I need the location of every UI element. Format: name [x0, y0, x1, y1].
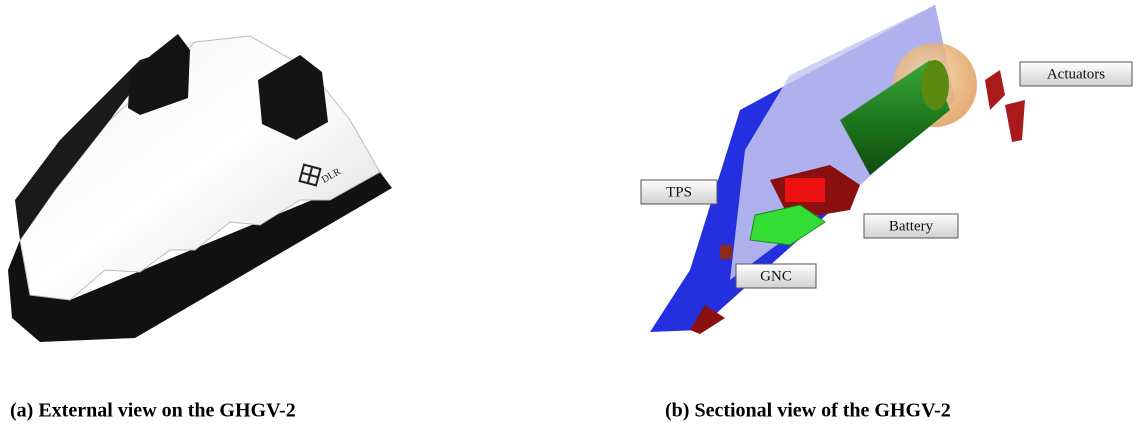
label-battery: Battery [864, 214, 958, 238]
caption: (b) Sectional view of the GHGV-2 [665, 400, 951, 422]
label-text: Actuators [1047, 66, 1105, 82]
sectional-view: Actuators TPS Battery GNC [641, 5, 1132, 334]
figure: DLR Actuators TPS Battery GNC [0, 0, 1138, 437]
actuator [985, 70, 1005, 110]
label-actuators: Actuators [1020, 62, 1132, 86]
gnc-unit [720, 245, 732, 259]
external-view: DLR [8, 34, 392, 342]
label-tps: TPS [641, 180, 717, 204]
label-text: GNC [760, 268, 792, 284]
actuator [1005, 100, 1025, 142]
label-text: Battery [889, 218, 934, 234]
battery [785, 178, 825, 202]
caption: (a) External view on the GHGV-2 [10, 400, 296, 422]
label-gnc: GNC [736, 264, 816, 288]
label-text: TPS [666, 184, 692, 200]
cylinder-end [921, 60, 949, 110]
